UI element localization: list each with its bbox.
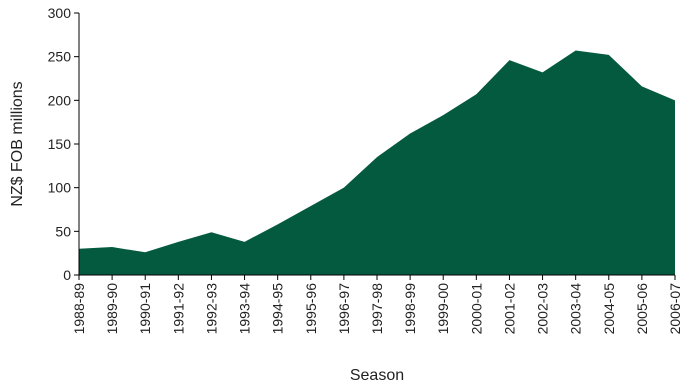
x-tick-label: 1991-92 <box>170 283 186 335</box>
x-tick-label: 2000-01 <box>468 283 484 335</box>
x-tick-label: 1989-90 <box>104 283 120 335</box>
x-tick-label: 2004-05 <box>601 283 617 335</box>
x-tick-label: 1992-93 <box>203 283 219 335</box>
y-axis-title: NZ$ FOB millions <box>9 81 26 206</box>
x-tick-label: 1995-96 <box>303 283 319 335</box>
x-tick-label: 1999-00 <box>435 283 451 335</box>
x-tick-label: 2006-07 <box>667 283 681 335</box>
y-tick-label: 250 <box>48 49 72 65</box>
x-axis-title: Season <box>350 367 404 384</box>
x-tick-label: 1996-97 <box>336 283 352 335</box>
area-series-0 <box>79 50 675 276</box>
plot-area <box>79 50 675 276</box>
y-tick-label: 0 <box>63 267 71 283</box>
x-tick-label: 1990-91 <box>137 283 153 335</box>
x-tick-label: 1993-94 <box>237 283 253 335</box>
x-tick-label: 1997-98 <box>369 283 385 335</box>
x-axis-ticks: 1988-89 1989-90 1990-91 1991-92 1992-93 1993-… <box>71 275 681 334</box>
x-tick-label: 2001-02 <box>501 283 517 335</box>
x-tick-label: 1994-95 <box>270 283 286 335</box>
x-tick-label: 1998-99 <box>402 283 418 335</box>
y-tick-label: 50 <box>55 223 71 239</box>
x-tick-label: 2003-04 <box>568 283 584 335</box>
x-tick-label: 1988-89 <box>71 283 87 335</box>
x-tick-label: 2005-06 <box>634 283 650 335</box>
x-tick-label: 2002-03 <box>535 283 551 335</box>
y-tick-label: 200 <box>48 92 72 108</box>
y-tick-label: 150 <box>48 136 72 152</box>
y-tick-label: 300 <box>48 5 72 21</box>
y-axis-ticks: 0 50 100 150 200 250 300 <box>48 5 79 283</box>
y-tick-label: 100 <box>48 180 72 196</box>
